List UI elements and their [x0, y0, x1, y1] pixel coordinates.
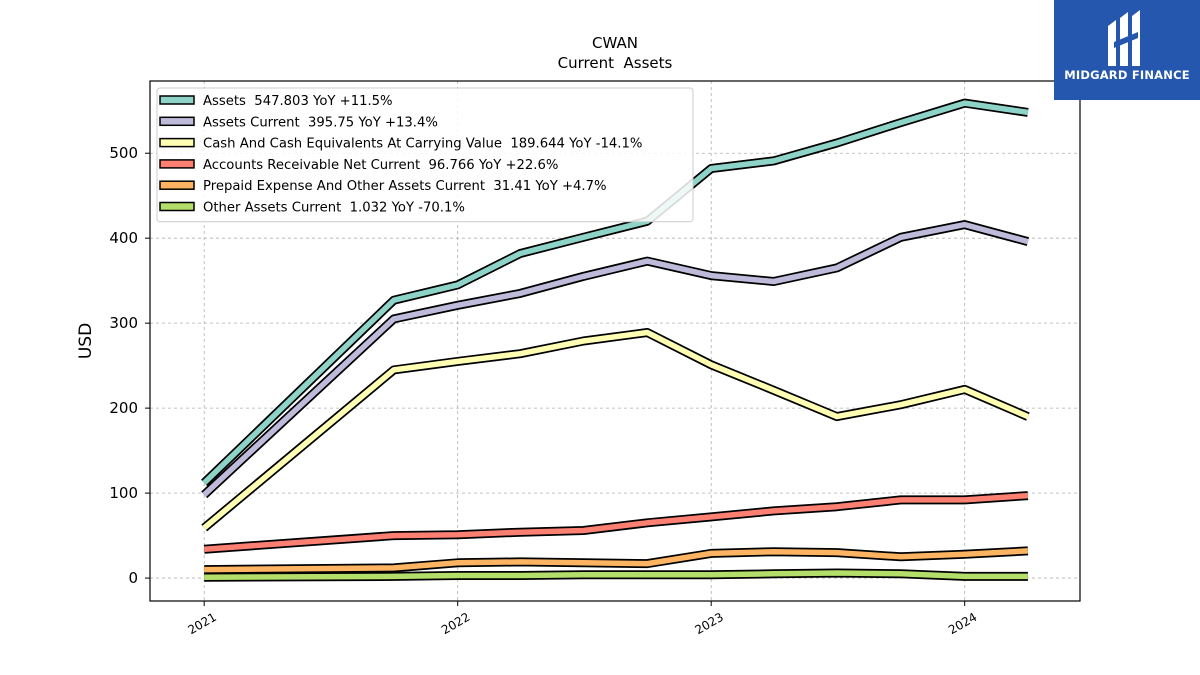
legend-swatch — [159, 201, 195, 212]
y-tick-label: 400 — [109, 229, 138, 247]
series-line-stroke — [204, 570, 1028, 580]
chart-title: CWAN — [592, 34, 638, 52]
legend-label: Assets 547.803 YoY +11.5% — [203, 94, 393, 109]
legend-swatch — [159, 180, 195, 190]
series-line-stroke — [204, 548, 1029, 573]
x-tick-label: 2022 — [439, 610, 472, 637]
x-tick-label: 2021 — [185, 610, 218, 637]
legend-label: Assets Current 395.75 YoY +13.4% — [203, 115, 438, 130]
legend-label: Accounts Receivable Net Current 96.766 Y… — [203, 158, 558, 173]
series-line — [203, 491, 1029, 554]
y-tick-label: 0 — [128, 569, 138, 587]
series-lines — [201, 98, 1030, 582]
y-tick-label: 200 — [109, 399, 138, 417]
legend-swatch — [159, 116, 195, 127]
legend-label: Other Assets Current 1.032 YoY -70.1% — [203, 201, 465, 216]
series-line — [204, 546, 1029, 575]
legend-swatch — [159, 137, 195, 148]
plot-frame — [149, 80, 1081, 602]
legend: Assets 547.803 YoY +11.5% Assets Current … — [156, 87, 694, 223]
midgard-logo-icon — [1108, 10, 1140, 66]
series-line-stroke — [202, 329, 1029, 531]
legend-box — [156, 87, 694, 223]
x-tick-label: 2024 — [946, 610, 979, 637]
legend-swatch — [159, 159, 195, 169]
legend-label: Cash And Cash Equivalents At Carrying Va… — [203, 137, 642, 152]
series-line — [204, 568, 1028, 582]
y-tick-label: 300 — [109, 314, 138, 332]
logo-text: MIDGARD FINANCE — [1064, 68, 1190, 82]
chart-subtitle: Current Assets — [558, 54, 673, 72]
series-line — [201, 328, 1030, 532]
series-line-stroke — [202, 221, 1029, 497]
legend-label: Prepaid Expense And Other Assets Current… — [203, 179, 607, 194]
y-tick-label: 100 — [109, 484, 138, 502]
brand-logo: MIDGARD FINANCE — [1054, 0, 1200, 100]
series-line — [201, 220, 1030, 499]
x-tick-label: 2023 — [692, 610, 725, 637]
y-tick-label: 500 — [109, 144, 138, 162]
legend-swatch — [159, 95, 195, 105]
y-axis-label: USD — [76, 323, 96, 359]
series-line-stroke — [204, 492, 1029, 552]
